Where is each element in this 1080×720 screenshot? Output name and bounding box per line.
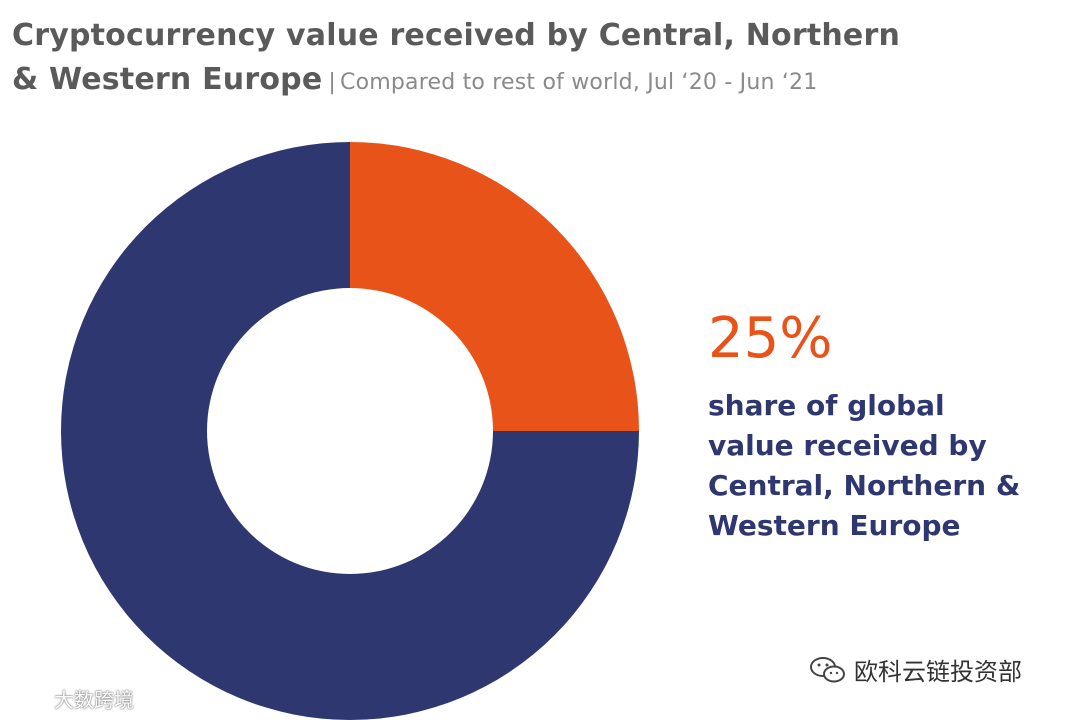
callout: 25% share of global value received by Ce… — [708, 300, 1048, 546]
chart-subtitle: Compared to rest of world, Jul ‘20 - Jun… — [340, 70, 818, 95]
watermark-left: 大数跨境 — [8, 684, 134, 713]
wechat-icon — [808, 655, 848, 685]
watermark-logo-icon — [8, 687, 48, 711]
callout-value: 25% — [708, 306, 833, 371]
donut-slice-1 — [61, 142, 639, 720]
watermark-right: 欧科云链投资部 — [808, 652, 1022, 687]
chart-title: Cryptocurrency value received by Central… — [12, 14, 912, 105]
title-separator: | — [328, 70, 337, 95]
donut-slice-0 — [350, 142, 639, 431]
watermark-left-text: 大数跨境 — [54, 688, 134, 712]
chart-title-text: Cryptocurrency value received by Central… — [12, 18, 901, 97]
callout-text: share of global value received by Centra… — [708, 389, 1021, 542]
watermark-right-text: 欧科云链投资部 — [854, 658, 1022, 686]
